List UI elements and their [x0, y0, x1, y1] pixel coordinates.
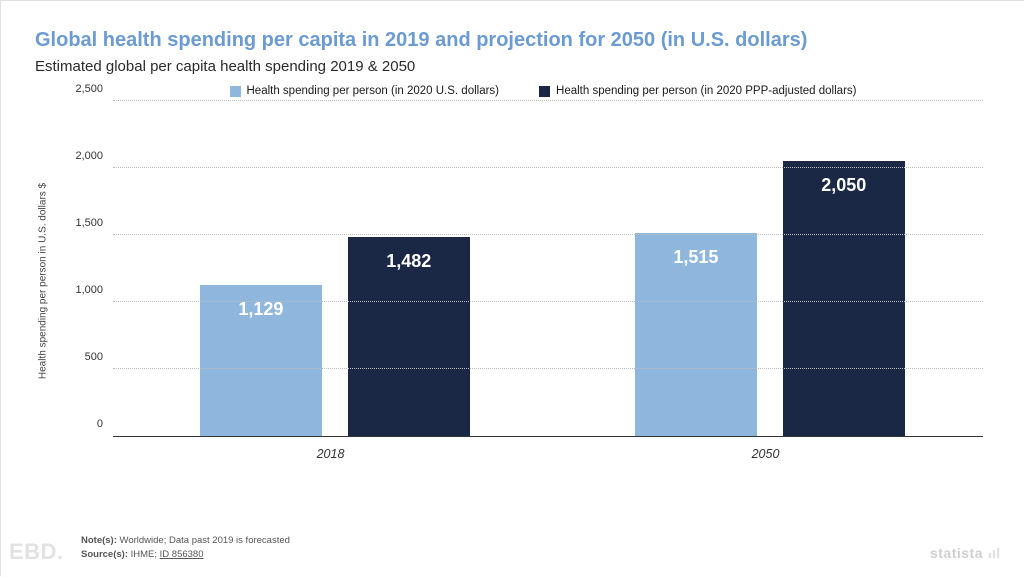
- legend-label-ppp: Health spending per person (in 2020 PPP-…: [556, 85, 856, 97]
- chart-title: Global health spending per capita in 201…: [35, 29, 991, 52]
- brand-right-text: statista: [930, 545, 983, 561]
- bar-2050-ppp-label: 2,050: [783, 175, 905, 196]
- note-text: Worldwide; Data past 2019 is forecasted: [120, 535, 290, 546]
- source-text: IHME;: [131, 549, 157, 560]
- chart-area: Health spending per person in U.S. dolla…: [63, 101, 983, 461]
- grid-line: [113, 368, 983, 369]
- bar-2050-usd-label: 1,515: [635, 247, 757, 268]
- grid-line: [113, 100, 983, 101]
- statista-icon: [987, 546, 1001, 560]
- y-tick: 2,000: [75, 150, 103, 162]
- y-tick: 1,000: [75, 284, 103, 296]
- chart-subtitle: Estimated global per capita health spend…: [35, 58, 991, 75]
- grid-line: [113, 234, 983, 235]
- bar-2018-ppp-label: 1,482: [348, 251, 470, 272]
- bar-2050-ppp: 2,050: [783, 161, 905, 436]
- chart-legend: Health spending per person (in 2020 U.S.…: [95, 85, 991, 97]
- legend-item-usd: Health spending per person (in 2020 U.S.…: [230, 85, 500, 97]
- bar-2050-usd: 1,515: [635, 233, 757, 436]
- legend-swatch-usd: [230, 86, 241, 97]
- note-label: Note(s):: [81, 535, 117, 546]
- legend-label-usd: Health spending per person (in 2020 U.S.…: [247, 85, 500, 97]
- x-tick-2018: 2018: [317, 447, 345, 461]
- legend-swatch-ppp: [539, 86, 550, 97]
- bar-2018-usd: 1,129: [200, 285, 322, 436]
- y-tick: 2,500: [75, 83, 103, 95]
- source-label: Source(s):: [81, 549, 128, 560]
- legend-item-ppp: Health spending per person (in 2020 PPP-…: [539, 85, 856, 97]
- chart-footer: Note(s): Worldwide; Data past 2019 is fo…: [81, 534, 290, 561]
- y-tick: 1,500: [75, 217, 103, 229]
- plot-area: 1,1291,4821,5152,050 05001,0001,5002,000…: [113, 101, 983, 437]
- brand-right-logo: statista: [930, 545, 1001, 561]
- grid-line: [113, 301, 983, 302]
- y-axis-label: Health spending per person in U.S. dolla…: [38, 183, 49, 379]
- bar-2018-ppp: 1,482: [348, 237, 470, 436]
- y-tick: 0: [97, 418, 103, 430]
- y-tick: 500: [85, 351, 103, 363]
- source-id-link[interactable]: ID 856380: [160, 549, 204, 560]
- chart-card: Global health spending per capita in 201…: [1, 1, 1024, 577]
- bars-container: 1,129 1,482 1,515 2,050: [113, 101, 983, 436]
- grid-line: [113, 167, 983, 168]
- brand-left-logo: EBD.: [9, 539, 64, 565]
- x-tick-2050: 2050: [752, 447, 780, 461]
